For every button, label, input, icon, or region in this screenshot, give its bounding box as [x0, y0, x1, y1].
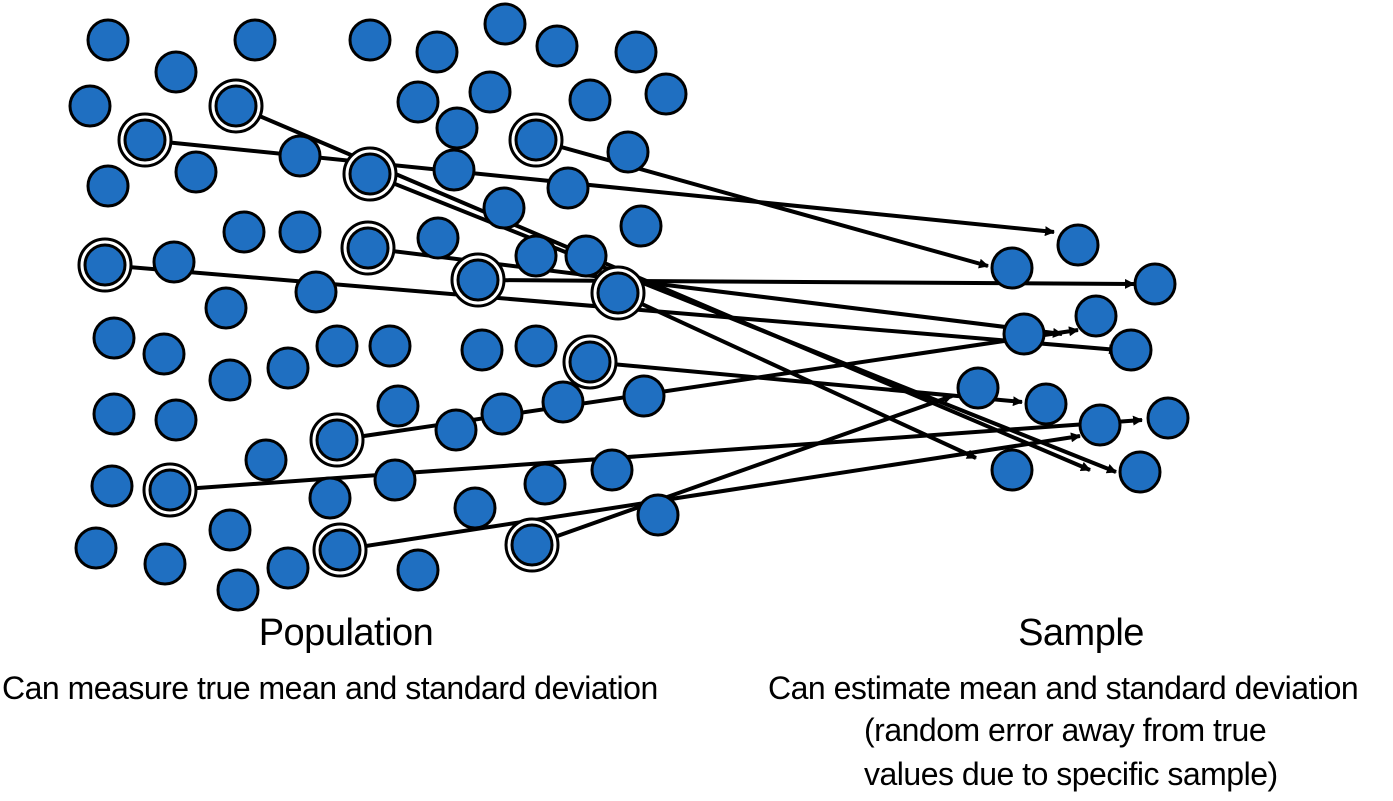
- sampled-population-dot: [596, 271, 640, 315]
- population-dot: [266, 546, 310, 590]
- population-dot: [523, 462, 567, 506]
- population-dot: [614, 30, 658, 74]
- sampled-population-dot: [456, 258, 500, 302]
- sample-note: (random error away from true values due …: [864, 712, 1278, 792]
- population-dot: [622, 374, 666, 418]
- sample-dot: [956, 366, 1000, 410]
- population-dot: [434, 408, 478, 452]
- population-dot: [396, 548, 440, 592]
- population-dot: [546, 166, 590, 210]
- sample-dot: [1118, 450, 1162, 494]
- population-dot: [396, 80, 440, 124]
- sample-dot: [1133, 262, 1177, 306]
- population-dot: [432, 148, 476, 192]
- population-dot: [68, 84, 112, 128]
- population-dot: [348, 18, 392, 62]
- sampling-arrow: [477, 278, 1135, 289]
- population-dot: [92, 316, 136, 360]
- population-dot: [143, 542, 187, 586]
- population-dot: [590, 448, 634, 492]
- population-description: Can measure true mean and standard devia…: [2, 670, 658, 706]
- population-dot: [541, 380, 585, 424]
- population-dot: [435, 106, 479, 150]
- population-dot: [368, 324, 412, 368]
- population-dot: [415, 30, 459, 74]
- population-dot: [416, 216, 460, 260]
- population-dot: [514, 234, 558, 278]
- population-dot: [606, 130, 650, 174]
- population-dot: [278, 210, 322, 254]
- sampled-population-dot: [123, 118, 167, 162]
- sampled-population-dot: [214, 84, 258, 128]
- population-dot: [86, 18, 130, 62]
- population-dot: [278, 134, 322, 178]
- population-dot: [142, 332, 186, 376]
- sampled-population-dot: [568, 340, 612, 384]
- population-dot: [90, 464, 134, 508]
- population-dot: [208, 358, 252, 402]
- population-dot: [315, 324, 359, 368]
- population-dot: [460, 328, 504, 372]
- population-dots: [68, 2, 688, 612]
- population-title: Population: [258, 612, 434, 654]
- population-dot: [154, 398, 198, 442]
- population-dot: [535, 24, 579, 68]
- sample-dot: [990, 448, 1034, 492]
- sample-dot: [1146, 396, 1190, 440]
- sample-dot: [1002, 312, 1046, 356]
- population-dot: [308, 476, 352, 520]
- population-dot: [373, 458, 417, 502]
- sample-dot: [990, 246, 1034, 290]
- population-dot: [644, 72, 688, 116]
- population-dot: [468, 70, 512, 114]
- population-dot: [244, 438, 288, 482]
- sample-dot: [1078, 403, 1122, 447]
- population-dot: [564, 234, 608, 278]
- population-dot: [376, 384, 420, 428]
- sampled-population-dot: [315, 418, 359, 462]
- population-dot: [86, 164, 130, 208]
- sampled-population-dot: [148, 468, 192, 512]
- sample-title: Sample: [1018, 612, 1144, 654]
- sampled-population-dot: [318, 528, 362, 572]
- sampled-population-dot: [83, 243, 127, 287]
- population-dot: [233, 18, 277, 62]
- sampled-population-dot: [510, 523, 554, 567]
- sampling-arrow: [369, 172, 1117, 474]
- population-dot: [453, 486, 497, 530]
- sample-dot: [1024, 382, 1068, 426]
- population-dot: [216, 568, 260, 612]
- population-dot: [222, 210, 266, 254]
- population-dot: [619, 204, 663, 248]
- population-dot: [92, 392, 136, 436]
- sample-dot: [1056, 223, 1100, 267]
- population-dot: [174, 150, 218, 194]
- population-dot: [480, 392, 524, 436]
- sample-dots: [956, 223, 1190, 494]
- population-dot: [74, 526, 118, 570]
- sampling-arrow: [531, 394, 953, 547]
- population-dot: [154, 50, 198, 94]
- population-dot: [483, 2, 527, 46]
- population-dot: [266, 346, 310, 390]
- population-dot: [568, 78, 612, 122]
- population-dot: [204, 286, 248, 330]
- population-dot: [294, 270, 338, 314]
- sample-description: Can estimate mean and standard deviation: [768, 670, 1359, 706]
- sample-dot: [1109, 328, 1153, 372]
- population-dot: [208, 508, 252, 552]
- population-dot: [636, 493, 680, 537]
- sampled-population-dot: [348, 152, 392, 196]
- population-dot: [152, 240, 196, 284]
- sample-dot: [1074, 294, 1118, 338]
- sampled-population-dot: [346, 226, 390, 270]
- population-dot: [514, 324, 558, 368]
- sampling-arrow: [339, 432, 1081, 552]
- sampled-population-dot: [514, 118, 558, 162]
- sampling-arrow: [617, 291, 977, 460]
- population-dot: [482, 186, 526, 230]
